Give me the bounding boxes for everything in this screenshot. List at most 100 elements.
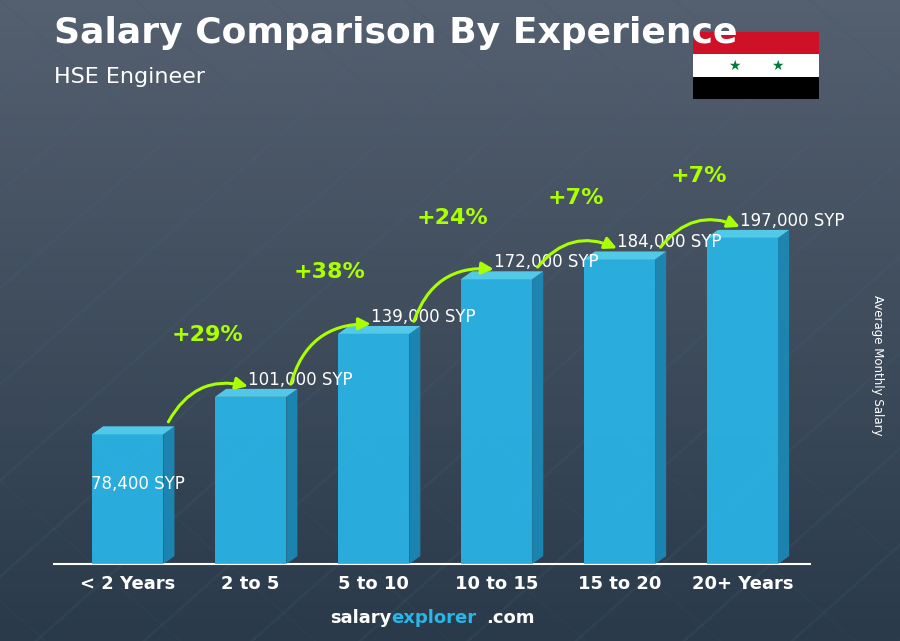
Bar xyxy=(0,391,900,397)
Bar xyxy=(0,532,900,538)
Polygon shape xyxy=(410,326,420,564)
Bar xyxy=(0,378,900,385)
Bar xyxy=(584,260,655,564)
Bar xyxy=(0,346,900,353)
Bar xyxy=(0,570,900,577)
Bar xyxy=(0,83,900,90)
Text: +7%: +7% xyxy=(547,188,604,208)
Bar xyxy=(0,417,900,423)
Bar xyxy=(0,154,900,160)
Text: salary: salary xyxy=(330,609,392,627)
Bar xyxy=(0,308,900,314)
Bar xyxy=(0,513,900,519)
Bar xyxy=(0,506,900,513)
Bar xyxy=(0,6,900,13)
Bar xyxy=(0,609,900,615)
Bar xyxy=(0,500,900,506)
Bar xyxy=(0,320,900,327)
Text: +7%: +7% xyxy=(670,166,727,186)
Bar xyxy=(0,333,900,340)
Bar xyxy=(0,147,900,154)
Bar xyxy=(0,494,900,500)
Bar xyxy=(0,596,900,603)
Text: HSE Engineer: HSE Engineer xyxy=(54,67,205,87)
Bar xyxy=(0,135,900,141)
Bar xyxy=(0,263,900,269)
Bar xyxy=(0,551,900,558)
Bar xyxy=(0,199,900,205)
Bar xyxy=(0,455,900,462)
Bar xyxy=(0,237,900,244)
Bar xyxy=(0,32,900,38)
Bar xyxy=(0,45,900,51)
Bar xyxy=(0,96,900,103)
Bar xyxy=(0,77,900,83)
Bar xyxy=(0,128,900,135)
Bar xyxy=(0,526,900,532)
Polygon shape xyxy=(461,271,544,279)
Bar xyxy=(0,468,900,474)
Text: 139,000 SYP: 139,000 SYP xyxy=(371,308,476,326)
Text: explorer: explorer xyxy=(392,609,477,627)
Polygon shape xyxy=(338,326,420,334)
Bar xyxy=(0,38,900,45)
Bar xyxy=(0,103,900,109)
Bar xyxy=(0,224,900,231)
Bar xyxy=(0,19,900,26)
Bar xyxy=(0,115,900,122)
Text: Average Monthly Salary: Average Monthly Salary xyxy=(871,295,884,436)
Bar xyxy=(0,250,900,256)
Text: 101,000 SYP: 101,000 SYP xyxy=(248,371,353,389)
Bar xyxy=(0,301,900,308)
Bar xyxy=(693,32,819,54)
Bar xyxy=(0,519,900,526)
Bar xyxy=(0,538,900,545)
Bar xyxy=(0,276,900,282)
Bar xyxy=(0,269,900,276)
Bar xyxy=(0,481,900,487)
Bar xyxy=(0,160,900,167)
Bar xyxy=(0,288,900,295)
Bar xyxy=(0,590,900,596)
Polygon shape xyxy=(92,426,175,434)
Bar xyxy=(461,279,532,564)
Bar xyxy=(0,442,900,449)
Bar xyxy=(0,282,900,288)
Bar xyxy=(0,436,900,442)
Bar xyxy=(0,635,900,641)
Text: Salary Comparison By Experience: Salary Comparison By Experience xyxy=(54,16,737,50)
Bar xyxy=(0,173,900,179)
Bar xyxy=(0,218,900,224)
Bar xyxy=(0,90,900,96)
Text: 172,000 SYP: 172,000 SYP xyxy=(494,253,598,271)
Bar xyxy=(0,327,900,333)
Polygon shape xyxy=(532,271,544,564)
Bar xyxy=(0,410,900,417)
Polygon shape xyxy=(655,251,666,564)
Bar xyxy=(0,353,900,359)
Polygon shape xyxy=(286,389,297,564)
Bar xyxy=(0,71,900,77)
Bar xyxy=(0,51,900,58)
Polygon shape xyxy=(706,230,789,238)
Bar xyxy=(0,583,900,590)
Polygon shape xyxy=(164,426,175,564)
Polygon shape xyxy=(584,251,666,260)
Bar xyxy=(0,141,900,147)
Text: 197,000 SYP: 197,000 SYP xyxy=(740,212,844,230)
Bar xyxy=(0,167,900,173)
Bar xyxy=(0,244,900,250)
Bar xyxy=(0,231,900,237)
Bar xyxy=(0,340,900,346)
Bar xyxy=(0,109,900,115)
Polygon shape xyxy=(215,389,297,397)
Bar xyxy=(0,13,900,19)
Bar xyxy=(693,77,819,99)
Bar xyxy=(0,256,900,263)
Bar xyxy=(0,295,900,301)
Bar xyxy=(706,238,778,564)
Bar xyxy=(0,359,900,365)
Bar xyxy=(0,122,900,128)
Text: +24%: +24% xyxy=(417,208,489,228)
Bar xyxy=(0,545,900,551)
